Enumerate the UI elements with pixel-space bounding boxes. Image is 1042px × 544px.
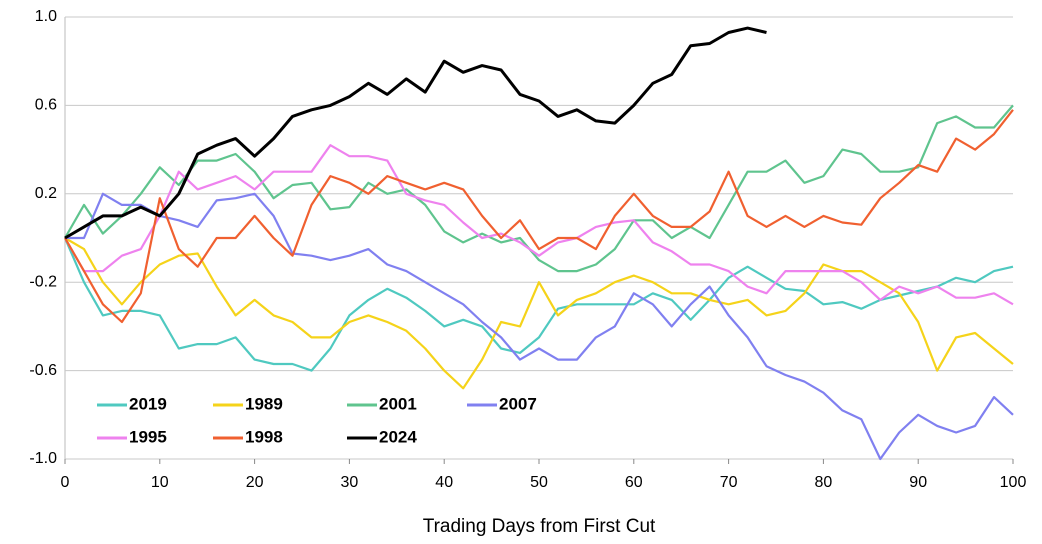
x-tick-label: 90	[909, 474, 927, 491]
series-line	[64, 109, 1014, 324]
y-tick-label: -0.2	[29, 273, 57, 290]
x-tick-label: 50	[530, 474, 548, 491]
legend-label: 2007	[499, 394, 537, 413]
y-tick-label: -1.0	[29, 450, 57, 467]
series-line	[64, 144, 1014, 306]
x-tick-label: 80	[815, 474, 833, 491]
y-tick-label: 1.0	[35, 8, 57, 25]
y-tick-label: 0.6	[35, 97, 57, 114]
legend-label: 1998	[245, 427, 283, 446]
series-line	[65, 192, 1014, 461]
series-line	[64, 26, 767, 240]
x-tick-label: 30	[341, 474, 359, 491]
legend-label: 1995	[129, 427, 167, 446]
series-line	[64, 237, 1014, 390]
x-tick-label: 10	[151, 474, 169, 491]
y-tick-label: 0.2	[35, 185, 57, 202]
x-tick-label: 60	[625, 474, 643, 491]
legend-label: 2019	[129, 394, 167, 413]
legend-label: 2001	[379, 394, 417, 413]
series-line	[63, 237, 1014, 372]
x-tick-label: 100	[1000, 474, 1027, 491]
legend-label: 1989	[245, 394, 283, 413]
x-tick-label: 40	[435, 474, 453, 491]
y-tick-label: -0.6	[29, 362, 57, 379]
x-axis-label: Trading Days from First Cut	[423, 516, 656, 537]
x-tick-label: 0	[61, 474, 70, 491]
x-tick-label: 70	[720, 474, 738, 491]
x-tick-label: 20	[246, 474, 264, 491]
legend-label: 2024	[379, 427, 417, 446]
series-line	[64, 104, 1014, 273]
